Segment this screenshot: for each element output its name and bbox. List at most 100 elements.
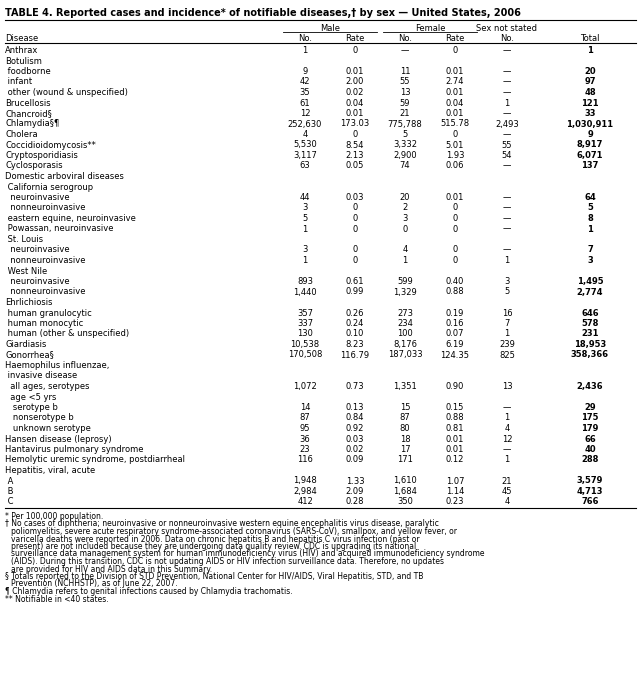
Text: 45: 45 [502, 487, 512, 496]
Text: ** Notifiable in <40 states.: ** Notifiable in <40 states. [5, 595, 108, 603]
Text: 1,684: 1,684 [393, 487, 417, 496]
Text: 0.16: 0.16 [445, 319, 464, 328]
Text: 239: 239 [499, 340, 515, 349]
Text: 171: 171 [397, 456, 413, 464]
Text: Disease: Disease [5, 34, 38, 43]
Text: 2,774: 2,774 [577, 287, 603, 296]
Text: Domestic arboviral diseases: Domestic arboviral diseases [5, 172, 124, 181]
Text: West Nile: West Nile [5, 266, 47, 275]
Text: 130: 130 [297, 330, 313, 338]
Text: 137: 137 [581, 161, 599, 170]
Text: Haemophilus influenzae,: Haemophilus influenzae, [5, 361, 110, 370]
Text: —: — [503, 67, 511, 76]
Text: 4,713: 4,713 [577, 487, 603, 496]
Text: 124.35: 124.35 [440, 351, 469, 359]
Text: 18: 18 [400, 435, 410, 443]
Text: 179: 179 [581, 424, 599, 433]
Text: TABLE 4. Reported cases and incidence* of notifiable diseases,† by sex — United : TABLE 4. Reported cases and incidence* o… [5, 8, 521, 18]
Text: 0.92: 0.92 [345, 424, 364, 433]
Text: Female: Female [415, 24, 445, 33]
Text: 1: 1 [504, 330, 510, 338]
Text: 3,117: 3,117 [293, 151, 317, 160]
Text: 1,440: 1,440 [293, 287, 317, 296]
Text: 0.09: 0.09 [345, 456, 364, 464]
Text: 63: 63 [299, 161, 310, 170]
Text: 1: 1 [403, 256, 408, 265]
Text: 515.78: 515.78 [440, 119, 470, 129]
Text: —: — [503, 77, 511, 87]
Text: Male: Male [320, 24, 340, 33]
Text: 7: 7 [587, 245, 593, 254]
Text: 1,948: 1,948 [293, 477, 317, 485]
Text: —: — [503, 109, 511, 118]
Text: 0.01: 0.01 [445, 193, 464, 202]
Text: Chlamydia§¶: Chlamydia§¶ [5, 119, 59, 129]
Text: 0.01: 0.01 [445, 88, 464, 97]
Text: invasive disease: invasive disease [5, 372, 78, 380]
Text: 9: 9 [587, 130, 593, 139]
Text: C: C [5, 498, 13, 506]
Text: present) are not included because they are undergoing data quality review. CDC i: present) are not included because they a… [11, 542, 416, 551]
Text: neuroinvasive: neuroinvasive [5, 277, 70, 286]
Text: 0.06: 0.06 [445, 161, 464, 170]
Text: 0.24: 0.24 [345, 319, 364, 328]
Text: human (other & unspecified): human (other & unspecified) [5, 330, 129, 338]
Text: 55: 55 [502, 140, 512, 150]
Text: No.: No. [298, 34, 312, 43]
Text: 15: 15 [400, 403, 410, 412]
Text: —: — [503, 161, 511, 170]
Text: other (wound & unspecified): other (wound & unspecified) [5, 88, 128, 97]
Text: Gonorrhea§: Gonorrhea§ [5, 351, 54, 359]
Text: 1.33: 1.33 [345, 477, 364, 485]
Text: 825: 825 [499, 351, 515, 359]
Text: 0: 0 [453, 224, 458, 233]
Text: —: — [503, 193, 511, 202]
Text: 2.00: 2.00 [345, 77, 364, 87]
Text: 59: 59 [400, 98, 410, 108]
Text: 54: 54 [502, 151, 512, 160]
Text: 0.01: 0.01 [345, 109, 364, 118]
Text: 0: 0 [453, 203, 458, 212]
Text: 0.90: 0.90 [445, 382, 464, 391]
Text: —: — [503, 403, 511, 412]
Text: 97: 97 [584, 77, 595, 87]
Text: (AIDS). During this transition, CDC is not updating AIDS or HIV infection survei: (AIDS). During this transition, CDC is n… [11, 557, 444, 566]
Text: 80: 80 [400, 424, 410, 433]
Text: infant: infant [5, 77, 32, 87]
Text: 0: 0 [353, 214, 358, 223]
Text: 13: 13 [502, 382, 512, 391]
Text: 5,530: 5,530 [293, 140, 317, 150]
Text: 0.19: 0.19 [445, 308, 464, 317]
Text: 16: 16 [502, 308, 512, 317]
Text: 766: 766 [581, 498, 599, 506]
Text: 55: 55 [400, 77, 410, 87]
Text: Total: Total [580, 34, 600, 43]
Text: nonneuroinvasive: nonneuroinvasive [5, 256, 85, 265]
Text: 646: 646 [581, 308, 599, 317]
Text: varicella deaths were reported in 2006. Data on chronic hepatitis B and hepatiti: varicella deaths were reported in 2006. … [11, 534, 420, 544]
Text: 3: 3 [403, 214, 408, 223]
Text: 1,030,911: 1,030,911 [567, 119, 613, 129]
Text: St. Louis: St. Louis [5, 235, 43, 244]
Text: —: — [503, 88, 511, 97]
Text: —: — [503, 203, 511, 212]
Text: foodborne: foodborne [5, 67, 51, 76]
Text: 8.54: 8.54 [345, 140, 364, 150]
Text: 173.03: 173.03 [340, 119, 370, 129]
Text: 87: 87 [399, 414, 410, 422]
Text: 21: 21 [502, 477, 512, 485]
Text: —: — [503, 224, 511, 233]
Text: 0.07: 0.07 [445, 330, 464, 338]
Text: 0.04: 0.04 [345, 98, 364, 108]
Text: 5: 5 [587, 203, 593, 212]
Text: 4: 4 [403, 245, 408, 254]
Text: 0.12: 0.12 [445, 456, 464, 464]
Text: 42: 42 [300, 77, 310, 87]
Text: nonneuroinvasive: nonneuroinvasive [5, 203, 85, 212]
Text: 121: 121 [581, 98, 599, 108]
Text: 0.15: 0.15 [445, 403, 464, 412]
Text: 1,072: 1,072 [293, 382, 317, 391]
Text: † No cases of diphtheria; neuroinvasive or nonneuroinvasive western equine encep: † No cases of diphtheria; neuroinvasive … [5, 519, 439, 528]
Text: Chancroid§: Chancroid§ [5, 109, 52, 118]
Text: nonserotype b: nonserotype b [5, 414, 74, 422]
